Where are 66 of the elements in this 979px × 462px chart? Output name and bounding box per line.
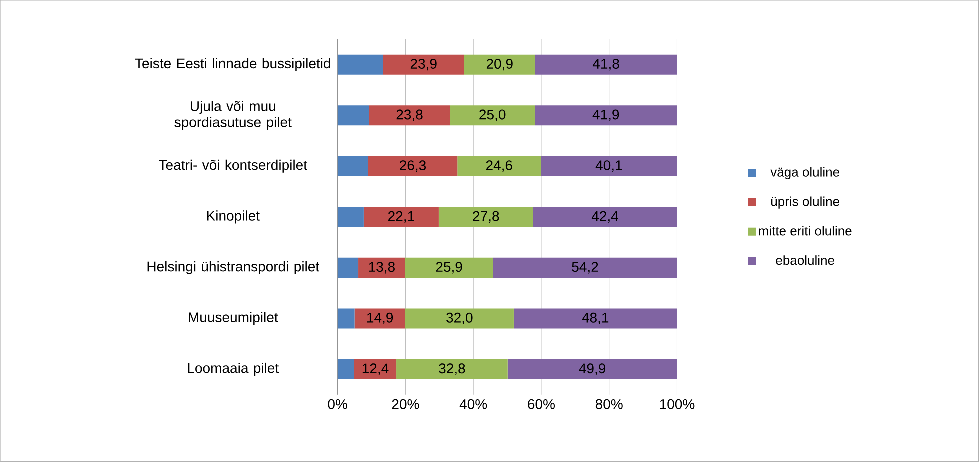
bar (458, 156, 542, 176)
bar (535, 105, 678, 126)
y-tick-label: Ujula või muu spordiasutuse pilet (174, 100, 292, 130)
x-tick-label: 60% (528, 399, 555, 410)
legend-label: mitte eriti oluline (759, 226, 852, 236)
y-tick-label: Teiste Eesti linnade bussipiletid (135, 58, 330, 72)
data-label: 49,9 (579, 364, 606, 376)
bar (338, 359, 354, 380)
data-label: 26,3 (400, 160, 426, 172)
data-label: 13,8 (369, 262, 395, 274)
bar (493, 258, 678, 278)
bar (338, 156, 368, 176)
data-label: 23,9 (410, 58, 437, 70)
bar (535, 54, 678, 75)
data-label: 24,6 (486, 160, 512, 172)
data-label: 20,9 (486, 58, 513, 70)
bar (541, 156, 678, 176)
bar (364, 206, 439, 228)
y-tick-label: Teatri- või kontserdipilet (159, 160, 308, 173)
bar (369, 105, 450, 126)
x-tick-label: 80% (596, 399, 623, 410)
legend-label: ebaoluline (776, 255, 834, 265)
bar (396, 359, 508, 380)
bar (450, 105, 536, 126)
bar (338, 105, 370, 126)
bar (338, 308, 355, 329)
bar (338, 258, 359, 278)
bar (383, 54, 464, 75)
data-label: 40,1 (596, 160, 622, 172)
y-tick-label: Loomaaia pilet (188, 362, 280, 376)
bar (514, 308, 678, 329)
data-label: 32,8 (439, 364, 466, 376)
legend-label: üpris oluline (772, 196, 840, 209)
bar (508, 359, 678, 380)
x-tick-label: 20% (392, 399, 420, 410)
bar (338, 54, 384, 75)
bar (533, 206, 678, 228)
data-label: 41,9 (592, 110, 620, 122)
data-label: 48,1 (582, 312, 609, 324)
bar (368, 156, 458, 176)
data-label: 14,9 (368, 312, 394, 324)
bar (405, 308, 514, 329)
bar (338, 206, 364, 228)
bar (358, 258, 406, 278)
data-label: 27,8 (473, 211, 500, 223)
data-label: 41,8 (592, 58, 620, 70)
data-label: 32,0 (446, 312, 473, 324)
data-label: 54,2 (572, 262, 598, 274)
bar (464, 54, 536, 75)
bar (438, 206, 534, 228)
x-tick-label: 100% (660, 399, 695, 410)
data-label: 25,0 (480, 110, 506, 122)
data-label: 22,1 (388, 211, 414, 223)
legend-label: väga oluline (770, 167, 840, 180)
data-label: 25,9 (436, 262, 462, 274)
y-tick-label: Kinopilet (207, 210, 260, 224)
data-label: 23,8 (396, 110, 423, 122)
data-label: 42,4 (592, 211, 619, 223)
bar (354, 308, 406, 329)
bar (354, 359, 397, 380)
x-tick-label: 40% (460, 399, 488, 410)
bar (405, 258, 494, 278)
data-label: 12,4 (362, 364, 389, 376)
y-tick-label: Helsingi ühistranspordi pilet (148, 261, 320, 274)
x-tick-label: 0% (328, 399, 348, 410)
y-tick-label: Muuseumipilet (189, 312, 278, 326)
